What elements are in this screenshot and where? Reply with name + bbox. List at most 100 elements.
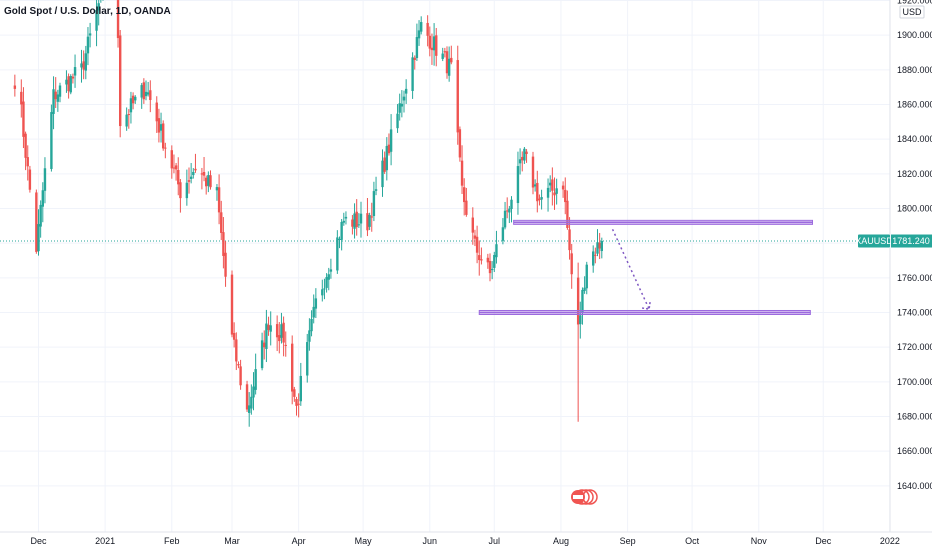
candle-body [209,175,212,188]
candle-body [493,254,496,268]
candle-body [252,386,255,398]
candle-body [291,343,294,392]
last-price-tag-text: 1781.240 [892,236,930,246]
candlestick-series[interactable] [13,0,603,427]
candle-body [581,289,584,313]
candle-body [222,232,225,256]
price-tick-label: 1900.000 [897,30,932,40]
candle-body [149,90,152,100]
candle-body [192,171,195,176]
candle-body [37,224,40,252]
candle-body [267,324,270,330]
candle-body [594,254,597,256]
candle-body [458,129,462,158]
candle-body [456,60,459,133]
candle-body [224,252,227,277]
candle-body [170,150,173,169]
candle-body [398,103,401,113]
candle-body [215,187,219,191]
candle-body [179,182,182,199]
candle-body [551,179,554,191]
candle-body [43,168,47,191]
candle-body [97,3,100,11]
candle-body [205,177,208,187]
candle-body [260,340,264,369]
tradingview-logo[interactable] [571,489,598,505]
candle-body [265,323,268,350]
candle-body [142,82,146,100]
candle-body [144,91,148,97]
candle-body [278,335,281,342]
candle-body [447,58,451,76]
candle-body [471,217,474,233]
candle-body [549,182,552,186]
candle-body [385,145,388,171]
candle-body [185,182,189,199]
candle-body [342,220,345,223]
candle-body [435,35,438,56]
candle-body [417,30,421,39]
candle-body [443,51,447,53]
symbol-tag-text: XAUUSD [855,236,893,246]
price-tick-label: 1800.000 [897,203,932,213]
candle-body [592,251,595,266]
candle-body [24,133,27,158]
candle-body [129,98,133,113]
candle-body [521,156,524,161]
candle-body [368,215,371,227]
candle-body [460,160,464,186]
candle-body [531,156,535,188]
candle-body [486,257,490,263]
candle-body [202,171,206,176]
price-tick-label: 1700.000 [897,377,932,387]
time-axis[interactable]: Dec 2021 Feb Mar Apr May Jun Jul Aug Sep Oct Nov Dec… [30,536,899,546]
candle-body [230,274,234,335]
candle-body [415,36,419,59]
candle-body [237,364,240,366]
time-tick-label: Feb [164,536,180,546]
time-tick-label: Jun [423,536,438,546]
candle-body [355,211,358,228]
price-tick-label: 1640.000 [897,481,932,491]
candle-body [65,79,68,85]
candle-body [357,224,361,226]
candle-body [585,264,588,289]
candle-body [400,103,404,107]
candle-body [207,175,210,186]
candle-body [555,188,558,194]
candle-body [540,197,543,200]
candle-body [248,405,251,413]
candle-body [314,298,318,309]
candle-body [327,274,330,280]
candle-body [159,124,163,131]
candle-body [533,184,537,187]
candle-body [254,369,257,390]
candle-body [475,236,479,253]
chart-annotations[interactable] [478,219,814,315]
candle-body [473,235,477,239]
price-tick-label: 1760.000 [897,273,932,283]
candle-body [420,22,423,32]
candle-body [58,85,62,97]
candle-body [86,36,90,54]
candle-body [82,61,85,70]
candle-body [269,325,272,332]
candle-body [518,159,522,164]
candle-body [598,242,601,249]
time-tick-label: Aug [553,536,569,546]
candle-body [340,222,343,240]
candle-body [189,176,193,179]
currency-box[interactable] [899,5,925,19]
candle-body [280,324,283,338]
candle-body [600,241,603,252]
candle-body [503,210,507,228]
candle-body [325,277,328,288]
candle-body [370,216,373,218]
candle-body [299,375,302,402]
candle-body [374,189,378,191]
candle-body [282,322,285,343]
candle-body [480,259,483,261]
candle-body [80,63,83,68]
candle-body [162,123,165,149]
